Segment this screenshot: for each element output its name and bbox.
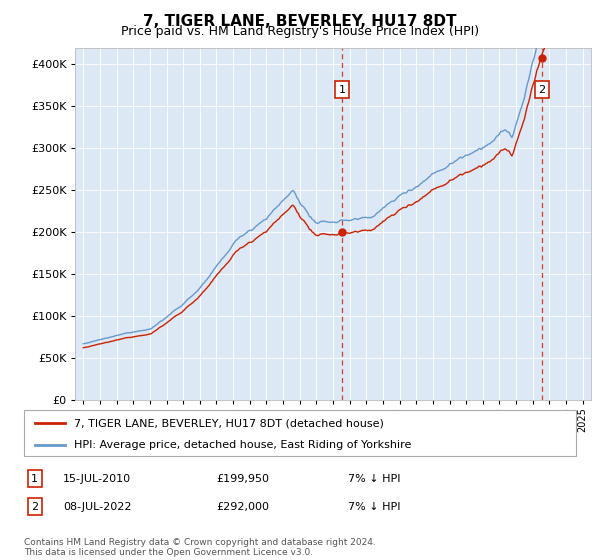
Text: 08-JUL-2022: 08-JUL-2022 [63, 502, 131, 512]
Text: 2: 2 [538, 85, 545, 95]
Text: 2: 2 [31, 502, 38, 512]
Text: 7% ↓ HPI: 7% ↓ HPI [348, 502, 401, 512]
Text: £199,950: £199,950 [216, 474, 269, 484]
Text: 7, TIGER LANE, BEVERLEY, HU17 8DT (detached house): 7, TIGER LANE, BEVERLEY, HU17 8DT (detac… [74, 418, 383, 428]
Text: 15-JUL-2010: 15-JUL-2010 [63, 474, 131, 484]
Text: Price paid vs. HM Land Registry's House Price Index (HPI): Price paid vs. HM Land Registry's House … [121, 25, 479, 38]
Text: 1: 1 [31, 474, 38, 484]
Text: Contains HM Land Registry data © Crown copyright and database right 2024.
This d: Contains HM Land Registry data © Crown c… [24, 538, 376, 557]
FancyBboxPatch shape [24, 410, 576, 456]
Text: 1: 1 [338, 85, 346, 95]
Text: 7% ↓ HPI: 7% ↓ HPI [348, 474, 401, 484]
Text: HPI: Average price, detached house, East Riding of Yorkshire: HPI: Average price, detached house, East… [74, 440, 411, 450]
Text: 7, TIGER LANE, BEVERLEY, HU17 8DT: 7, TIGER LANE, BEVERLEY, HU17 8DT [143, 14, 457, 29]
Text: £292,000: £292,000 [216, 502, 269, 512]
